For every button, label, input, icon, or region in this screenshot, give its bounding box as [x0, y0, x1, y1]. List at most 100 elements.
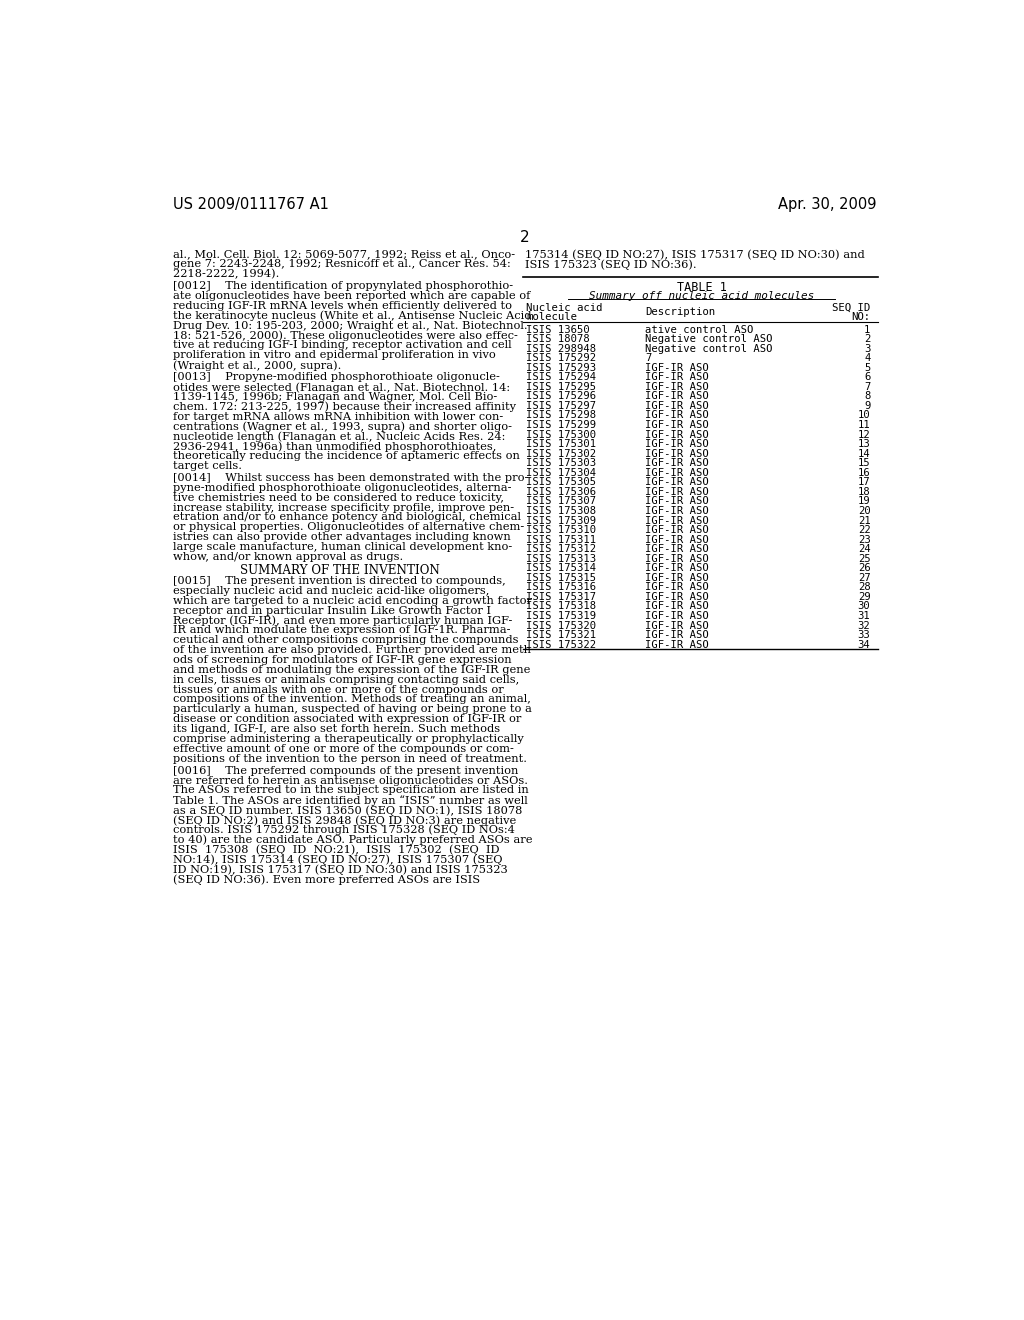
Text: ods of screening for modulators of IGF-IR gene expression: ods of screening for modulators of IGF-I… — [173, 655, 512, 665]
Text: the keratinocyte nucleus (White et al., Antisense Nucleic Acid: the keratinocyte nucleus (White et al., … — [173, 310, 531, 321]
Text: ISIS 175297: ISIS 175297 — [526, 401, 596, 411]
Text: ISIS 175315: ISIS 175315 — [526, 573, 596, 583]
Text: IGF-IR ASO: IGF-IR ASO — [645, 411, 709, 421]
Text: IGF-IR ASO: IGF-IR ASO — [645, 467, 709, 478]
Text: (SEQ ID NO:36). Even more preferred ASOs are ISIS: (SEQ ID NO:36). Even more preferred ASOs… — [173, 874, 480, 884]
Text: IGF-IR ASO: IGF-IR ASO — [645, 582, 709, 593]
Text: 27: 27 — [858, 573, 870, 583]
Text: ISIS 175304: ISIS 175304 — [526, 467, 596, 478]
Text: disease or condition associated with expression of IGF-IR or: disease or condition associated with exp… — [173, 714, 521, 725]
Text: 30: 30 — [858, 602, 870, 611]
Text: etration and/or to enhance potency and biological, chemical: etration and/or to enhance potency and b… — [173, 512, 521, 523]
Text: IGF-IR ASO: IGF-IR ASO — [645, 544, 709, 554]
Text: 21: 21 — [858, 516, 870, 525]
Text: ISIS 175312: ISIS 175312 — [526, 544, 596, 554]
Text: pyne-modified phosphorothioate oligonucleotides, alterna-: pyne-modified phosphorothioate oligonucl… — [173, 483, 511, 492]
Text: IGF-IR ASO: IGF-IR ASO — [645, 420, 709, 430]
Text: ISIS 175296: ISIS 175296 — [526, 392, 596, 401]
Text: ISIS 175311: ISIS 175311 — [526, 535, 596, 545]
Text: TABLE 1: TABLE 1 — [677, 281, 726, 293]
Text: US 2009/0111767 A1: US 2009/0111767 A1 — [173, 197, 329, 213]
Text: ISIS 175310: ISIS 175310 — [526, 525, 596, 535]
Text: 32: 32 — [858, 620, 870, 631]
Text: [0014]    Whilst success has been demonstrated with the pro-: [0014] Whilst success has been demonstra… — [173, 473, 528, 483]
Text: 1: 1 — [864, 325, 870, 334]
Text: ISIS 175307: ISIS 175307 — [526, 496, 596, 507]
Text: for target mRNA allows mRNA inhibition with lower con-: for target mRNA allows mRNA inhibition w… — [173, 412, 503, 421]
Text: 22: 22 — [858, 525, 870, 535]
Text: ISIS 18078: ISIS 18078 — [526, 334, 590, 345]
Text: 175314 (SEQ ID NO:27), ISIS 175317 (SEQ ID NO:30) and: 175314 (SEQ ID NO:27), ISIS 175317 (SEQ … — [524, 249, 864, 260]
Text: ISIS 175319: ISIS 175319 — [526, 611, 596, 620]
Text: ISIS 175299: ISIS 175299 — [526, 420, 596, 430]
Text: ISIS 298948: ISIS 298948 — [526, 343, 596, 354]
Text: otides were selected (Flanagan et al., Nat. Biotechnol. 14:: otides were selected (Flanagan et al., N… — [173, 381, 510, 392]
Text: reducing IGF-IR mRNA levels when efficiently delivered to: reducing IGF-IR mRNA levels when efficie… — [173, 301, 512, 310]
Text: gene 7: 2243-2248, 1992; Resnicoff et al., Cancer Res. 54:: gene 7: 2243-2248, 1992; Resnicoff et al… — [173, 259, 511, 269]
Text: 7: 7 — [645, 354, 651, 363]
Text: Drug Dev. 10: 195-203, 2000; Wraight et al., Nat. Biotechnol.: Drug Dev. 10: 195-203, 2000; Wraight et … — [173, 321, 527, 330]
Text: IGF-IR ASO: IGF-IR ASO — [645, 487, 709, 496]
Text: 31: 31 — [858, 611, 870, 620]
Text: 26: 26 — [858, 564, 870, 573]
Text: molecule: molecule — [526, 312, 578, 322]
Text: 29: 29 — [858, 591, 870, 602]
Text: IGF-IR ASO: IGF-IR ASO — [645, 496, 709, 507]
Text: The ASOs referred to in the subject specification are listed in: The ASOs referred to in the subject spec… — [173, 785, 528, 796]
Text: ISIS 175314: ISIS 175314 — [526, 564, 596, 573]
Text: positions of the invention to the person in need of treatment.: positions of the invention to the person… — [173, 754, 527, 763]
Text: IGF-IR ASO: IGF-IR ASO — [645, 564, 709, 573]
Text: SUMMARY OF THE INVENTION: SUMMARY OF THE INVENTION — [240, 564, 439, 577]
Text: ISIS 175301: ISIS 175301 — [526, 440, 596, 449]
Text: IGF-IR ASO: IGF-IR ASO — [645, 440, 709, 449]
Text: tive at reducing IGF-I binding, receptor activation and cell: tive at reducing IGF-I binding, receptor… — [173, 341, 512, 350]
Text: istries can also provide other advantages including known: istries can also provide other advantage… — [173, 532, 511, 543]
Text: ISIS 175318: ISIS 175318 — [526, 602, 596, 611]
Text: ISIS 175320: ISIS 175320 — [526, 620, 596, 631]
Text: ative control ASO: ative control ASO — [645, 325, 754, 334]
Text: IGF-IR ASO: IGF-IR ASO — [645, 620, 709, 631]
Text: Nucleic acid: Nucleic acid — [526, 302, 603, 313]
Text: to 40) are the candidate ASO. Particularly preferred ASOs are: to 40) are the candidate ASO. Particular… — [173, 834, 532, 845]
Text: ISIS 13650: ISIS 13650 — [526, 325, 590, 334]
Text: ISIS 175316: ISIS 175316 — [526, 582, 596, 593]
Text: Summary off nucleic acid molecules: Summary off nucleic acid molecules — [589, 292, 814, 301]
Text: IGF-IR ASO: IGF-IR ASO — [645, 573, 709, 583]
Text: theoretically reducing the incidence of aptameric effects on: theoretically reducing the incidence of … — [173, 451, 520, 461]
Text: ISIS 175293: ISIS 175293 — [526, 363, 596, 372]
Text: target cells.: target cells. — [173, 461, 242, 471]
Text: large scale manufacture, human clinical development kno-: large scale manufacture, human clinical … — [173, 543, 512, 552]
Text: IGF-IR ASO: IGF-IR ASO — [645, 372, 709, 383]
Text: chem. 172: 213-225, 1997) because their increased affinity: chem. 172: 213-225, 1997) because their … — [173, 401, 516, 412]
Text: ISIS 175303: ISIS 175303 — [526, 458, 596, 469]
Text: al., Mol. Cell. Biol. 12: 5069-5077, 1992; Reiss et al., Onco-: al., Mol. Cell. Biol. 12: 5069-5077, 199… — [173, 249, 515, 259]
Text: ate oligonucleotides have been reported which are capable of: ate oligonucleotides have been reported … — [173, 290, 530, 301]
Text: 34: 34 — [858, 640, 870, 649]
Text: controls. ISIS 175292 through ISIS 175328 (SEQ ID NOs:4: controls. ISIS 175292 through ISIS 17532… — [173, 825, 515, 836]
Text: ISIS 175317: ISIS 175317 — [526, 591, 596, 602]
Text: IR and which modulate the expression of IGF-1R. Pharma-: IR and which modulate the expression of … — [173, 626, 510, 635]
Text: particularly a human, suspected of having or being prone to a: particularly a human, suspected of havin… — [173, 705, 531, 714]
Text: 28: 28 — [858, 582, 870, 593]
Text: IGF-IR ASO: IGF-IR ASO — [645, 640, 709, 649]
Text: receptor and in particular Insulin Like Growth Factor I: receptor and in particular Insulin Like … — [173, 606, 490, 615]
Text: IGF-IR ASO: IGF-IR ASO — [645, 363, 709, 372]
Text: ISIS 175309: ISIS 175309 — [526, 516, 596, 525]
Text: IGF-IR ASO: IGF-IR ASO — [645, 429, 709, 440]
Text: tissues or animals with one or more of the compounds or: tissues or animals with one or more of t… — [173, 685, 504, 694]
Text: Negative control ASO: Negative control ASO — [645, 334, 772, 345]
Text: IGF-IR ASO: IGF-IR ASO — [645, 392, 709, 401]
Text: Table 1. The ASOs are identified by an “ISIS” number as well: Table 1. The ASOs are identified by an “… — [173, 796, 527, 807]
Text: [0015]    The present invention is directed to compounds,: [0015] The present invention is directed… — [173, 577, 506, 586]
Text: IGF-IR ASO: IGF-IR ASO — [645, 449, 709, 458]
Text: Negative control ASO: Negative control ASO — [645, 343, 772, 354]
Text: [0016]    The preferred compounds of the present invention: [0016] The preferred compounds of the pr… — [173, 766, 518, 776]
Text: ISIS 175292: ISIS 175292 — [526, 354, 596, 363]
Text: ISIS  175308  (SEQ  ID  NO:21),  ISIS  175302  (SEQ  ID: ISIS 175308 (SEQ ID NO:21), ISIS 175302 … — [173, 845, 500, 855]
Text: 9: 9 — [864, 401, 870, 411]
Text: ISIS 175306: ISIS 175306 — [526, 487, 596, 496]
Text: compositions of the invention. Methods of treating an animal,: compositions of the invention. Methods o… — [173, 694, 530, 705]
Text: of the invention are also provided. Further provided are meth-: of the invention are also provided. Furt… — [173, 645, 535, 655]
Text: Apr. 30, 2009: Apr. 30, 2009 — [778, 197, 877, 213]
Text: IGF-IR ASO: IGF-IR ASO — [645, 630, 709, 640]
